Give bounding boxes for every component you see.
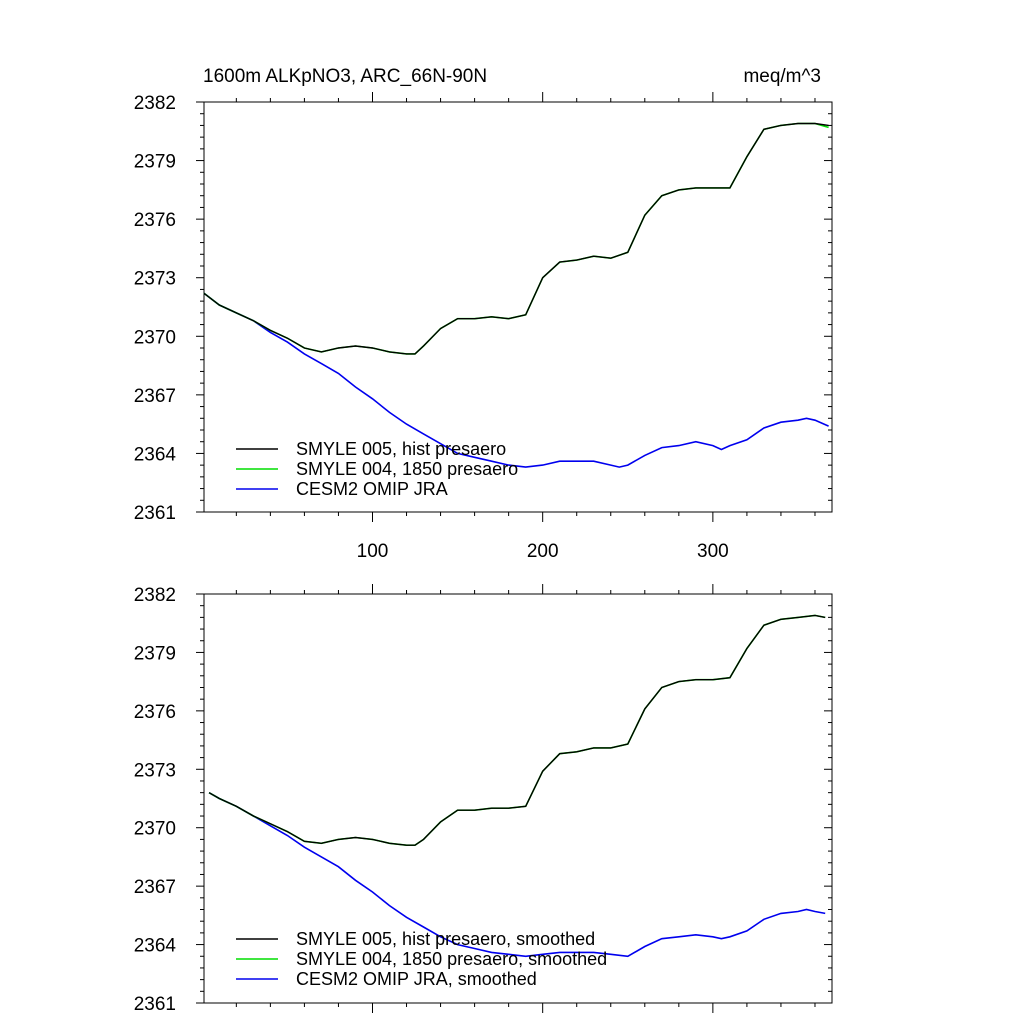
legend-label: SMYLE 004, 1850 presaero [296, 459, 518, 479]
plot-frame [203, 593, 833, 1004]
series-line [203, 122, 829, 355]
top-panel: 2361 2364 2367 2370 2373 2376 2379 2382 100 200 30… [134, 92, 833, 562]
legend-label: CESM2 OMIP JRA, smoothed [296, 969, 537, 989]
y-tick-label: 2367 [134, 386, 176, 407]
y-tick-label: 2379 [134, 643, 176, 664]
figure-title-right: meq/m^3 [743, 66, 821, 87]
x-tick-label: 100 [357, 541, 389, 562]
bottom-panel: 2361 2364 2367 2370 2373 2376 2379 2382 SMYLE 00… [134, 584, 833, 1015]
series-line [203, 292, 829, 468]
y-tick-label: 2364 [134, 444, 177, 465]
series-line [208, 792, 826, 958]
y-tick-label: 2382 [134, 93, 176, 114]
y-tick-label: 2379 [134, 152, 176, 173]
y-tick-label: 2367 [134, 877, 176, 898]
legend-label: SMYLE 005, hist presaero [296, 439, 506, 459]
figure-title-left: 1600m ALKpNO3, ARC_66N-90N [203, 66, 487, 87]
legend-label: CESM2 OMIP JRA [296, 479, 448, 499]
series-line [203, 122, 829, 355]
y-tick-label: 2373 [134, 269, 176, 290]
y-tick-label: 2376 [134, 210, 176, 231]
y-tick-label: 2361 [134, 994, 176, 1015]
x-tick-label: 300 [697, 541, 729, 562]
series-line [208, 614, 826, 846]
y-tick-label: 2361 [134, 503, 176, 524]
series-line [208, 614, 826, 846]
y-tick-label: 2370 [134, 819, 176, 840]
plot-frame [203, 101, 833, 513]
y-tick-label: 2373 [134, 760, 176, 781]
legend-label: SMYLE 005, hist presaero, smoothed [296, 929, 595, 949]
y-tick-label: 2382 [134, 585, 176, 606]
y-tick-label: 2376 [134, 702, 176, 723]
y-tick-label: 2370 [134, 327, 176, 348]
x-tick-label: 200 [527, 541, 559, 562]
y-tick-label: 2364 [134, 936, 177, 957]
legend-label: SMYLE 004, 1850 presaero, smoothed [296, 949, 607, 969]
